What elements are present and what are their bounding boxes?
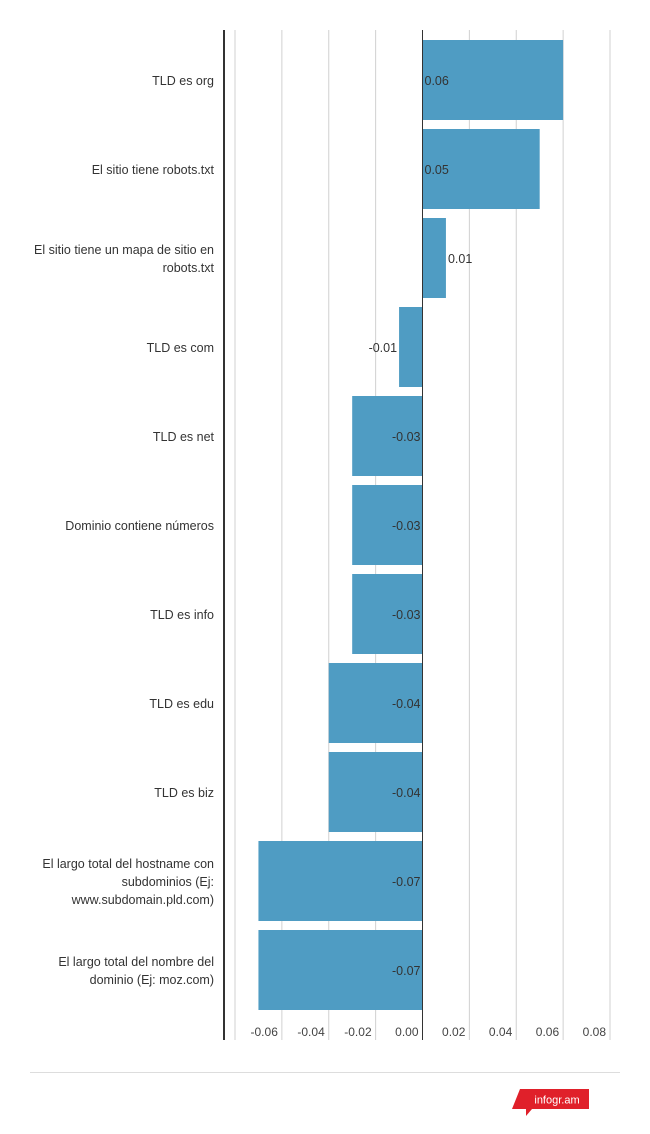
category-label: robots.txt bbox=[163, 261, 215, 275]
data-label: -0.03 bbox=[392, 608, 421, 622]
bar bbox=[328, 752, 423, 832]
data-label: -0.04 bbox=[392, 697, 421, 711]
category-label: TLD es edu bbox=[149, 697, 214, 711]
category-label: TLD es org bbox=[152, 74, 214, 88]
x-tick-label: 0.02 bbox=[442, 1025, 466, 1039]
category-label: dominio (Ej: moz.com) bbox=[90, 973, 214, 987]
bar bbox=[352, 396, 423, 476]
data-label: -0.07 bbox=[392, 875, 421, 889]
data-label: 0.05 bbox=[425, 163, 449, 177]
infogram-logo[interactable]: infogr.am bbox=[512, 1089, 589, 1117]
x-tick-label: -0.02 bbox=[344, 1025, 372, 1039]
x-tick-label: -0.04 bbox=[297, 1025, 325, 1039]
bar bbox=[258, 841, 423, 921]
bar bbox=[422, 129, 540, 209]
x-tick-label: 0.08 bbox=[583, 1025, 607, 1039]
x-tick-label: 0.04 bbox=[489, 1025, 513, 1039]
data-label: -0.04 bbox=[392, 786, 421, 800]
category-label: El sitio tiene un mapa de sitio en bbox=[34, 243, 214, 257]
data-label: -0.01 bbox=[369, 341, 398, 355]
bar bbox=[352, 485, 423, 565]
data-label: -0.03 bbox=[392, 430, 421, 444]
data-label: -0.07 bbox=[392, 964, 421, 978]
data-label: 0.01 bbox=[448, 252, 472, 266]
category-label: www.subdomain.pld.com) bbox=[71, 893, 214, 907]
category-label: TLD es info bbox=[150, 608, 214, 622]
category-label: TLD es com bbox=[147, 341, 214, 355]
footer-divider bbox=[30, 1072, 620, 1073]
bar-chart: -0.06 -0.04 -0.02 0.00 0.02 0.04 0.06 0.08 TLD e… bbox=[34, 30, 611, 1040]
bar bbox=[399, 307, 423, 387]
category-label: El sitio tiene robots.txt bbox=[92, 163, 215, 177]
data-label: 0.06 bbox=[425, 74, 449, 88]
category-label: subdominios (Ej: bbox=[122, 875, 214, 889]
category-label: El largo total del nombre del bbox=[58, 955, 214, 969]
category-label: Dominio contiene números bbox=[65, 519, 214, 533]
x-tick-label: 0.06 bbox=[536, 1025, 560, 1039]
bar bbox=[422, 218, 446, 298]
bar bbox=[258, 930, 423, 1010]
bar bbox=[328, 663, 423, 743]
data-label: -0.03 bbox=[392, 519, 421, 533]
x-tick-label: 0.00 bbox=[395, 1025, 419, 1039]
bar bbox=[352, 574, 423, 654]
category-label: TLD es biz bbox=[154, 786, 214, 800]
bar bbox=[422, 40, 564, 120]
logo-text: infogr.am bbox=[534, 1095, 579, 1107]
category-label: El largo total del hostname con bbox=[42, 857, 214, 871]
category-label: TLD es net bbox=[153, 430, 215, 444]
x-tick-label: -0.06 bbox=[251, 1025, 279, 1039]
